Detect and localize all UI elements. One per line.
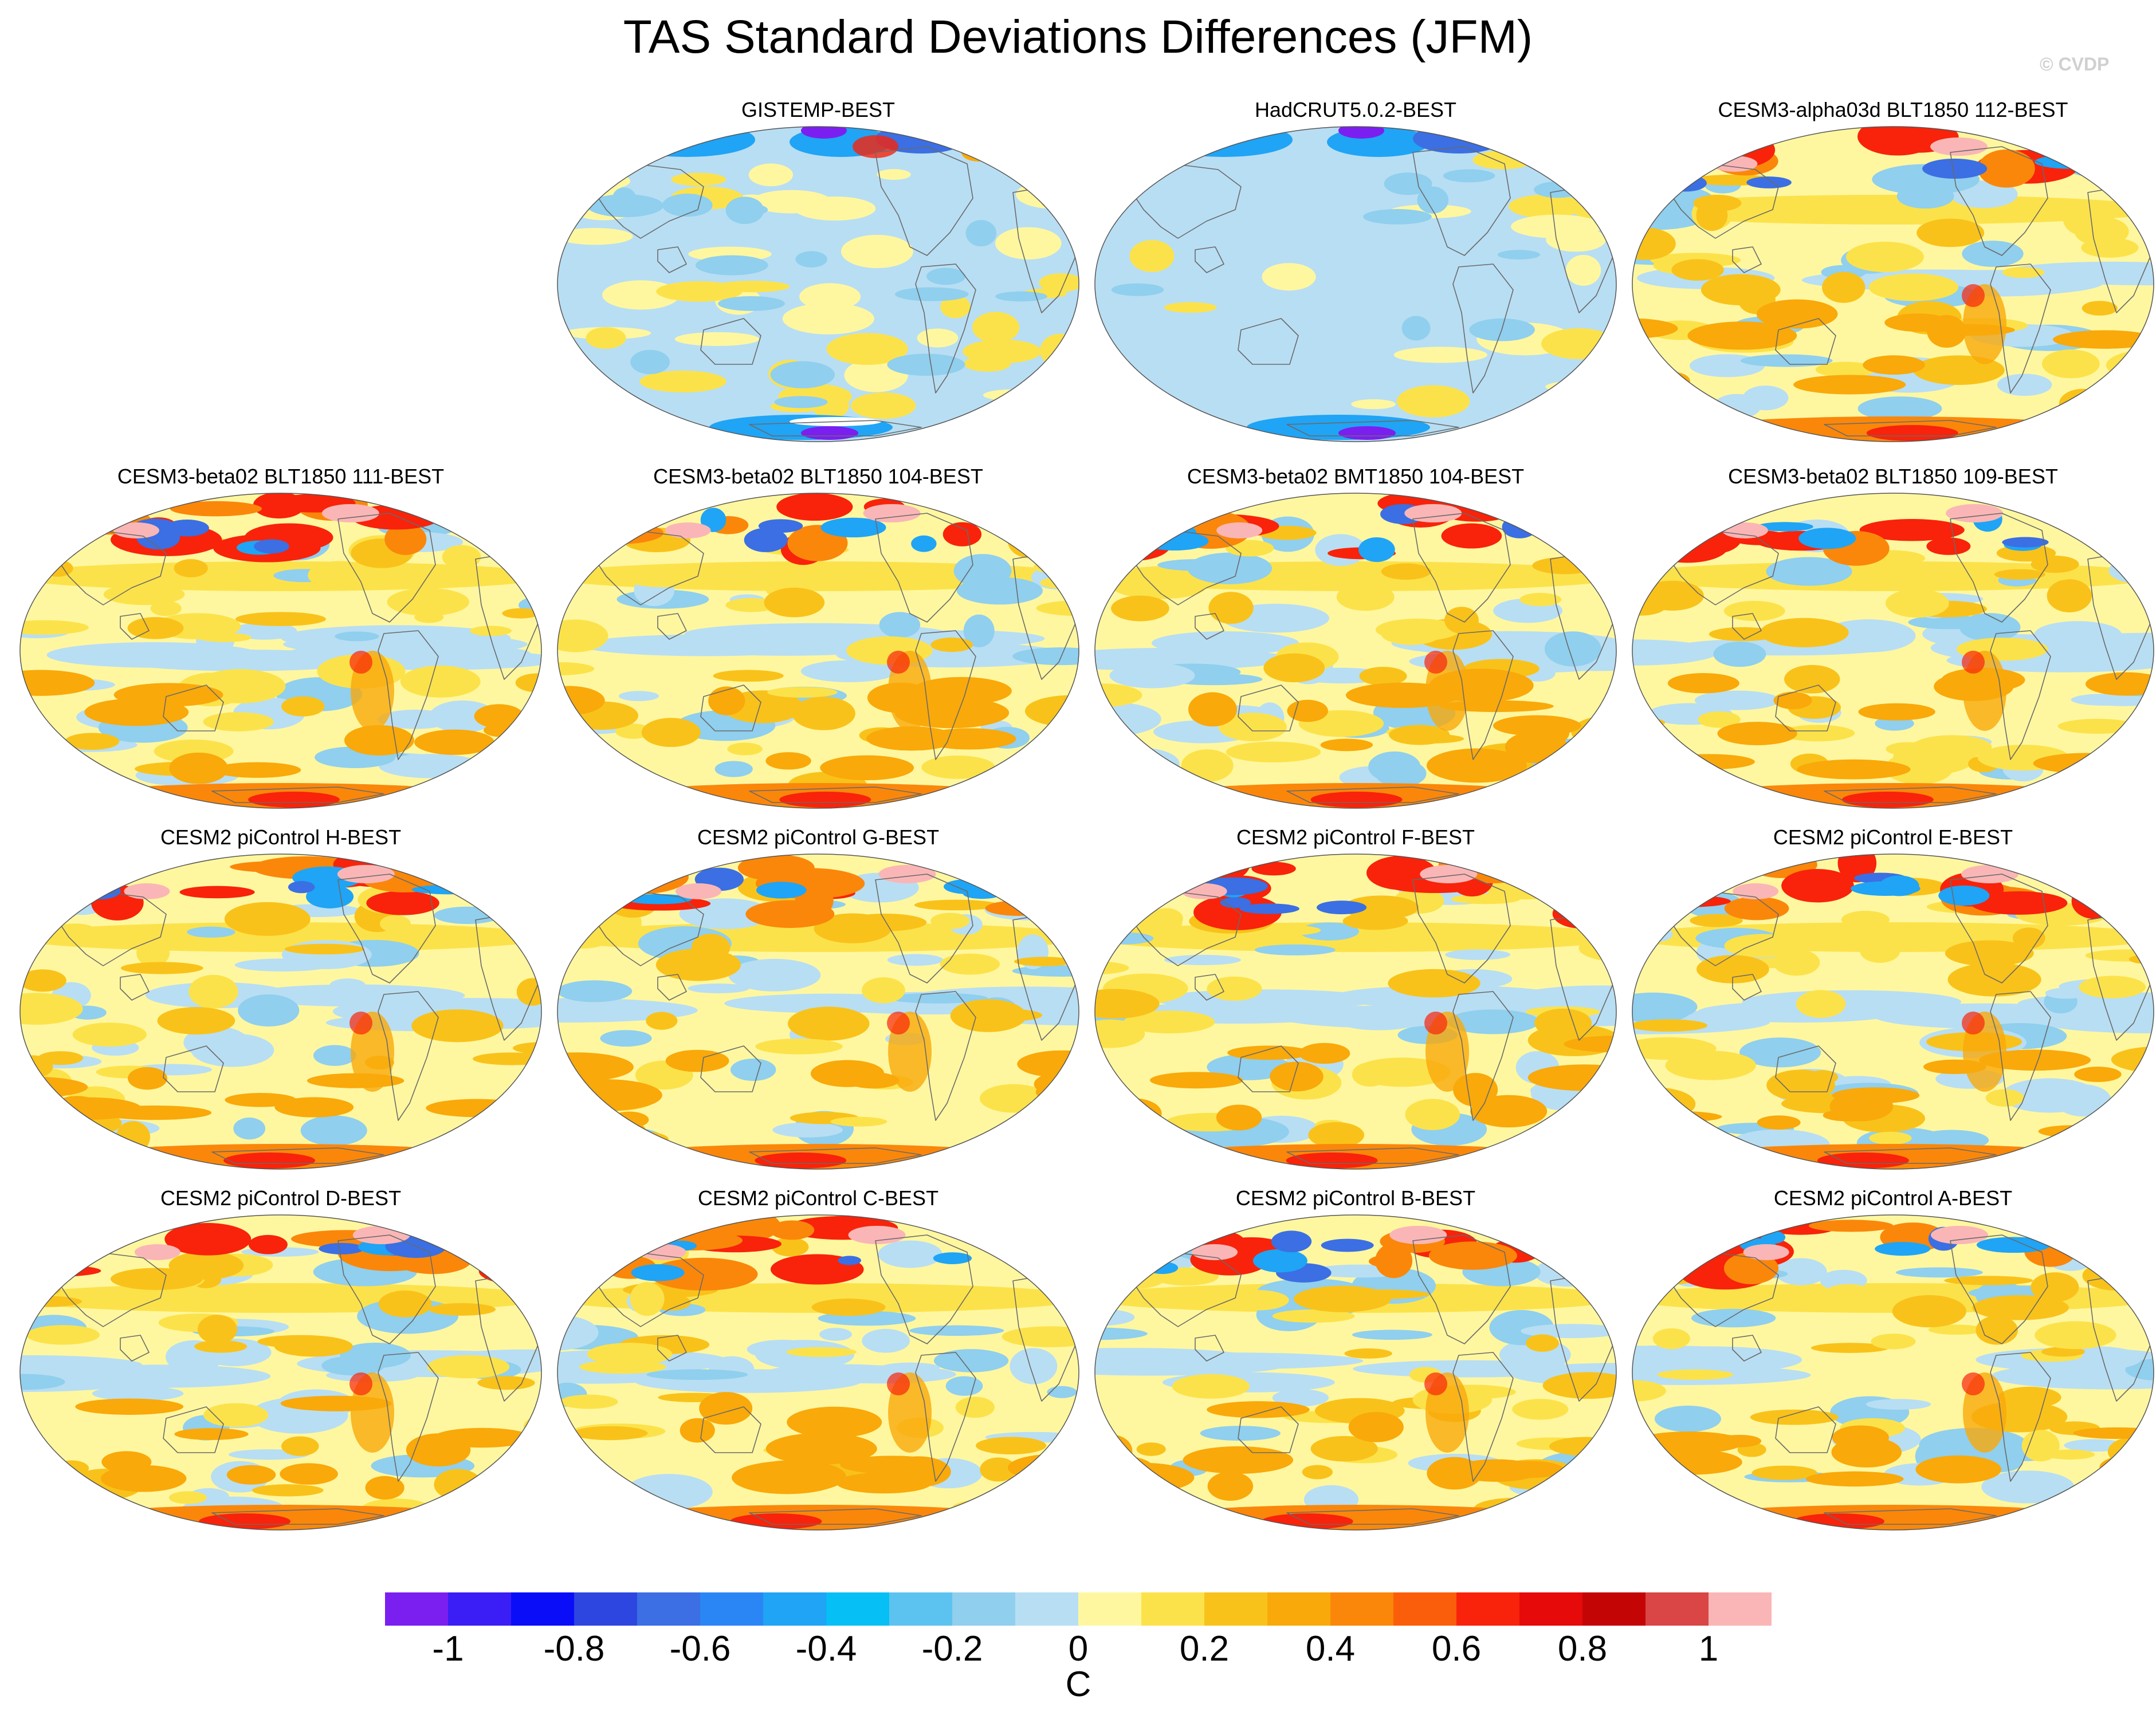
colorbar-swatch <box>1141 1592 1204 1626</box>
panel-title: CESM3-beta02 BLT1850 109-BEST <box>1728 465 2058 488</box>
colorbar-tick-label: -0.2 <box>921 1629 983 1669</box>
map-panel: CESM3-beta02 BLT1850 109-BEST <box>1624 464 2156 825</box>
colorbar <box>385 1592 1772 1626</box>
colorbar-swatch <box>1393 1592 1456 1626</box>
global-map-field <box>19 493 542 809</box>
panel-title: CESM3-beta02 BMT1850 104-BEST <box>1187 465 1525 488</box>
global-map-field <box>1094 853 1617 1170</box>
panel-title: CESM3-alpha03d BLT1850 112-BEST <box>1718 98 2068 121</box>
global-map-field <box>1094 1214 1617 1531</box>
panel-title: CESM2 piControl C-BEST <box>697 1186 939 1210</box>
colorbar-tick-label: 0 <box>1068 1629 1089 1669</box>
colorbar-swatch <box>1078 1592 1141 1626</box>
colorbar-tick-label: -0.4 <box>795 1629 857 1669</box>
colorbar-swatch <box>826 1592 889 1626</box>
colorbar-swatch <box>1456 1592 1519 1626</box>
colorbar-tick-label: 1 <box>1698 1629 1719 1669</box>
map-panel: CESM3-beta02 BMT1850 104-BEST <box>1086 464 1625 825</box>
colorbar-swatch <box>1709 1592 1772 1626</box>
map-panel: CESM2 piControl A-BEST <box>1624 1186 2156 1547</box>
colorbar-swatch <box>889 1592 952 1626</box>
colorbar-swatch <box>1204 1592 1267 1626</box>
map-panel: CESM2 piControl E-BEST <box>1624 825 2156 1186</box>
colorbar-tick-label: -0.6 <box>669 1629 731 1669</box>
map-panel: CESM3-beta02 BLT1850 111-BEST <box>11 464 550 825</box>
colorbar-swatch <box>1267 1592 1330 1626</box>
global-map-field <box>1632 1214 2154 1531</box>
global-map-field <box>1632 126 2154 442</box>
colorbar-swatch <box>1582 1592 1646 1626</box>
panel-title: CESM2 piControl E-BEST <box>1773 825 2013 849</box>
map-panel: CESM2 piControl H-BEST <box>11 825 550 1186</box>
map-panel: CESM2 piControl F-BEST <box>1086 825 1625 1186</box>
figure-title: TAS Standard Deviations Differences (JFM… <box>623 11 1533 63</box>
colorbar-tick-label: -1 <box>432 1629 464 1669</box>
panel-title: CESM2 piControl B-BEST <box>1235 1186 1476 1210</box>
colorbar-swatch <box>574 1592 637 1626</box>
panel-title: GISTEMP-BEST <box>741 98 896 121</box>
map-panel: CESM3-alpha03d BLT1850 112-BEST <box>1624 97 2156 458</box>
watermark: © CVDP <box>2040 54 2110 74</box>
map-panel: CESM2 piControl G-BEST <box>549 825 1087 1186</box>
global-map-field <box>19 1214 542 1531</box>
global-map-field <box>557 1214 1079 1531</box>
panel-title: CESM3-beta02 BLT1850 104-BEST <box>653 465 983 488</box>
colorbar-swatch <box>1646 1592 1709 1626</box>
global-map-field <box>1094 126 1617 442</box>
colorbar-swatch <box>637 1592 700 1626</box>
colorbar-unit-label: C <box>1065 1665 1091 1704</box>
map-panel: CESM3-beta02 BLT1850 104-BEST <box>549 464 1087 825</box>
global-map-field <box>1632 853 2154 1170</box>
map-panel: CESM2 piControl D-BEST <box>11 1186 550 1547</box>
panel-title: CESM2 piControl F-BEST <box>1236 825 1475 849</box>
colorbar-swatch <box>385 1592 448 1626</box>
panel-title: HadCRUT5.0.2-BEST <box>1254 98 1457 121</box>
colorbar-swatch <box>700 1592 763 1626</box>
colorbar-swatch <box>511 1592 574 1626</box>
panel-title: CESM2 piControl G-BEST <box>697 825 940 849</box>
panel-title: CESM2 piControl D-BEST <box>160 1186 402 1210</box>
colorbar-swatch <box>1015 1592 1078 1626</box>
map-panel: GISTEMP-BEST <box>549 97 1087 458</box>
global-map-field <box>557 853 1079 1170</box>
colorbar-swatch <box>1330 1592 1393 1626</box>
global-map-field <box>19 853 542 1170</box>
colorbar-swatch <box>763 1592 826 1626</box>
map-panel: HadCRUT5.0.2-BEST <box>1086 97 1625 458</box>
panel-title: CESM3-beta02 BLT1850 111-BEST <box>117 465 445 488</box>
colorbar-tick-label: 0.4 <box>1305 1629 1356 1669</box>
colorbar-tick-label: 0.8 <box>1557 1629 1608 1669</box>
colorbar-swatch <box>448 1592 511 1626</box>
colorbar-tick-label: 0.2 <box>1179 1629 1230 1669</box>
map-panel: CESM2 piControl B-BEST <box>1086 1186 1625 1547</box>
colorbar-swatch <box>952 1592 1015 1626</box>
global-map-field <box>557 126 1079 442</box>
global-map-field <box>557 493 1079 809</box>
global-map-field <box>1632 493 2154 809</box>
colorbar-swatch <box>1519 1592 1582 1626</box>
global-map-field <box>1094 493 1617 809</box>
colorbar-tick-label: 0.6 <box>1431 1629 1482 1669</box>
panel-title: CESM2 piControl A-BEST <box>1773 1186 2013 1210</box>
panel-title: CESM2 piControl H-BEST <box>160 825 402 849</box>
colorbar-tick-label: -0.8 <box>543 1629 605 1669</box>
map-panel: CESM2 piControl C-BEST <box>549 1186 1087 1547</box>
